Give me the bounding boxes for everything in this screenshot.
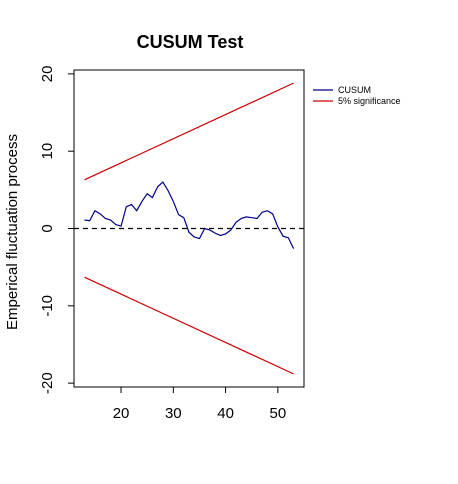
y-axis: -20 -10 0 10 20 <box>39 66 74 394</box>
plot-box <box>73 69 305 388</box>
x-tick-label: 50 <box>270 405 287 422</box>
chart-title: CUSUM Test <box>137 32 244 52</box>
y-tick-label: 20 <box>39 66 56 83</box>
legend: CUSUM 5% significance <box>313 85 401 106</box>
lower-significance-bound <box>84 276 294 375</box>
cusum-line <box>84 181 295 249</box>
x-tick-label: 40 <box>217 405 234 422</box>
y-axis-label: Emperical fluctuation process <box>4 134 21 330</box>
x-axis: 20 30 40 50 <box>113 387 287 422</box>
y-tick-label: -20 <box>39 372 56 394</box>
y-tick-label: -10 <box>39 295 56 317</box>
plot-lines <box>74 82 304 375</box>
upper-significance-bound <box>84 82 294 181</box>
legend-label-significance: 5% significance <box>338 96 401 106</box>
legend-label-cusum: CUSUM <box>338 85 371 95</box>
y-tick-label: 10 <box>39 143 56 160</box>
y-tick-label: 0 <box>39 224 56 232</box>
x-tick-label: 30 <box>165 405 182 422</box>
x-tick-label: 20 <box>113 405 130 422</box>
